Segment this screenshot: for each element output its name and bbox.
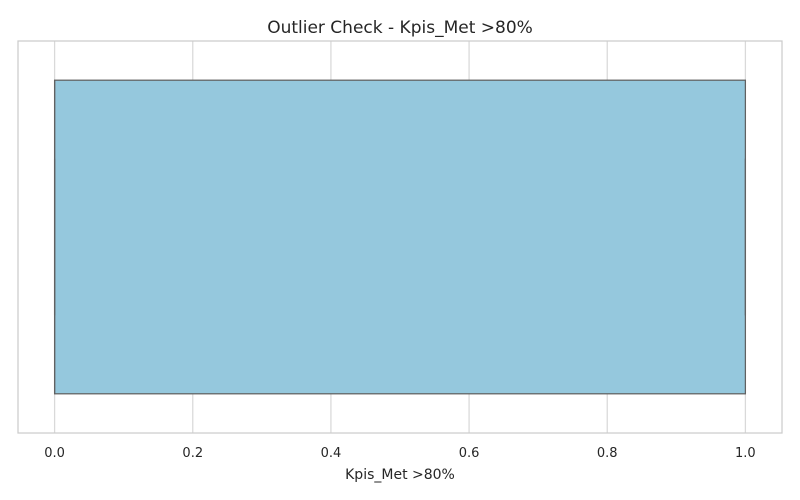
x-tick-label: 0.0 (44, 446, 65, 461)
box-series (53, 79, 747, 395)
x-tick-label: 0.6 (459, 446, 480, 461)
chart-title: Outlier Check - Kpis_Met >80% (267, 18, 533, 38)
plot-frame (17, 40, 783, 434)
x-tick-label: 0.8 (597, 446, 618, 461)
box-iqr (53, 79, 747, 395)
x-axis-ticks: 0.0 0.2 0.4 0.6 0.8 1.0 (44, 446, 755, 461)
x-tick-label: 1.0 (735, 446, 756, 461)
x-tick-label: 0.2 (182, 446, 203, 461)
box-group (53, 79, 747, 395)
x-axis-label: Kpis_Met >80% (345, 467, 455, 483)
x-tick-label: 0.4 (321, 446, 342, 461)
